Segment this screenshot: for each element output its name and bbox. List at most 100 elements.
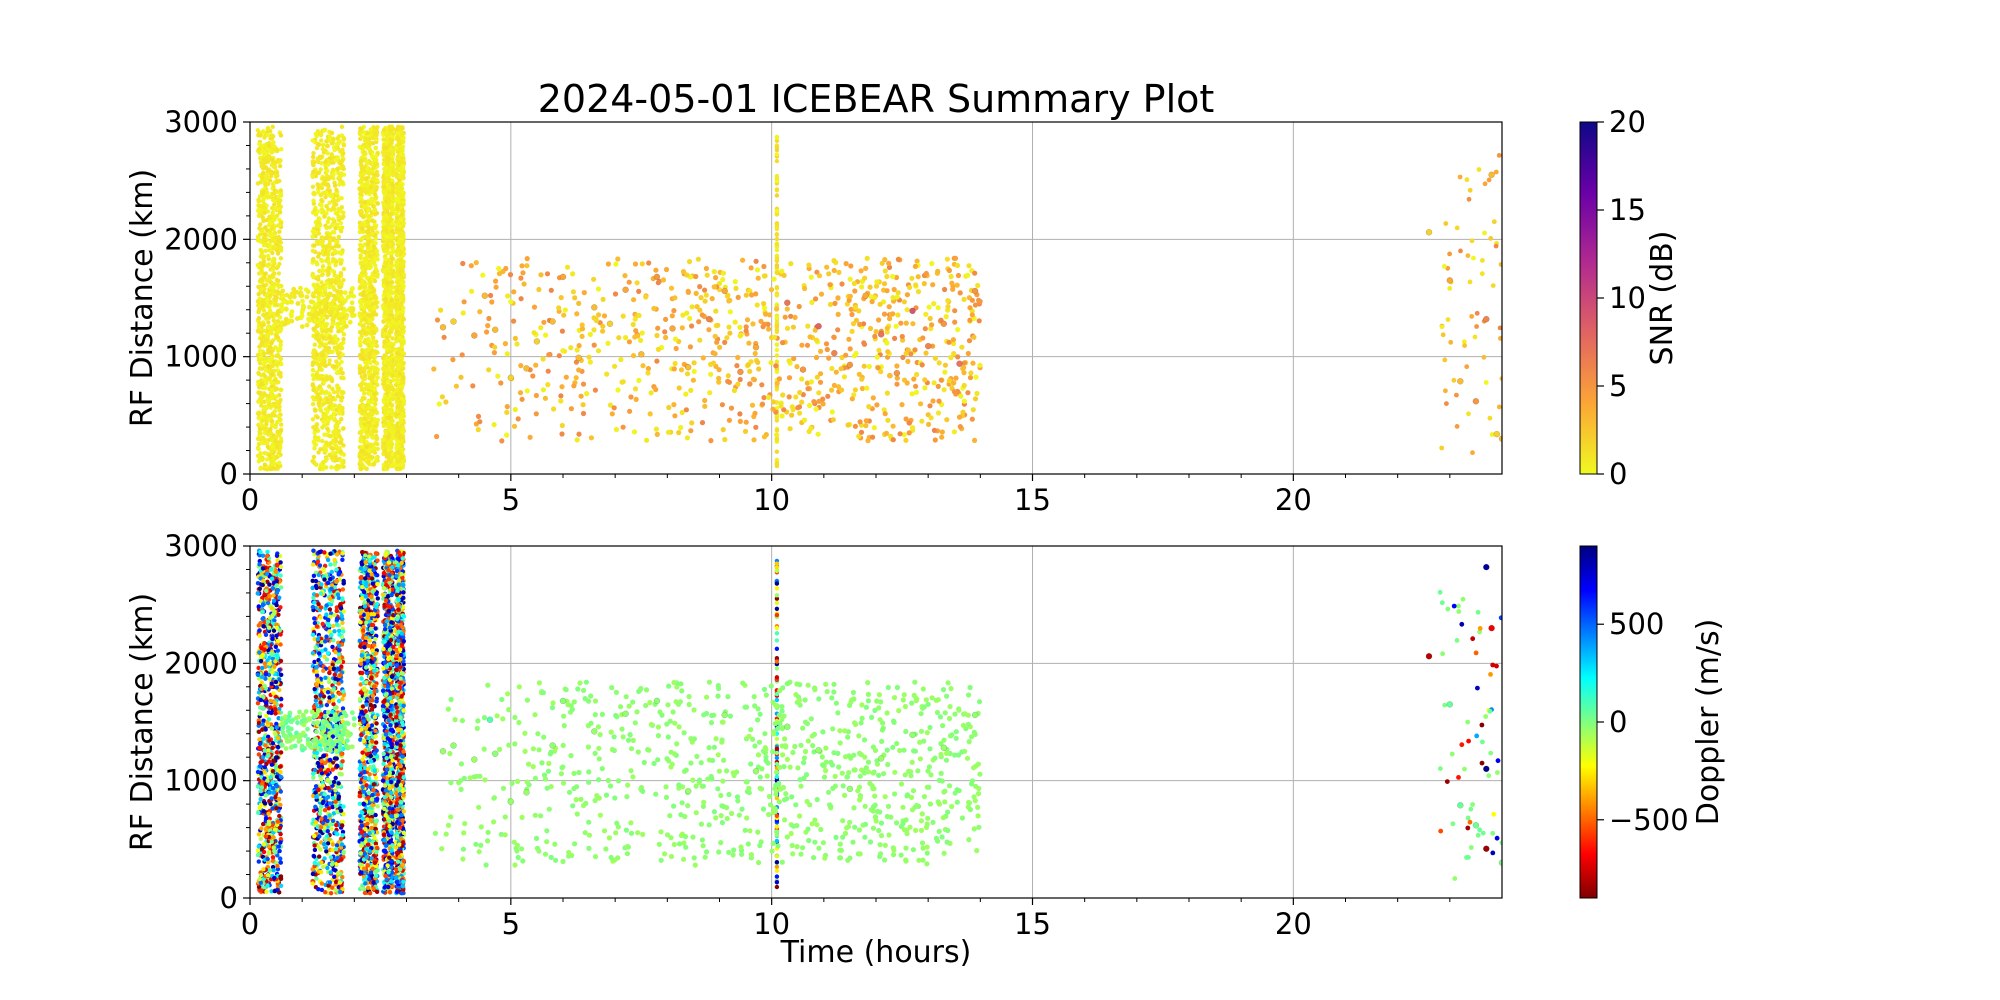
- snr-band-point: [399, 323, 405, 329]
- snr-band-point: [364, 440, 369, 445]
- snr-band-point: [360, 282, 365, 287]
- snr-band-point: [311, 169, 316, 174]
- snr-band-point: [327, 384, 332, 389]
- snr-cluster-point: [304, 322, 310, 328]
- snr-band-point: [320, 357, 326, 363]
- snr-band-point: [382, 191, 387, 196]
- snr-scatter-point: [953, 375, 959, 381]
- snr-band-point: [260, 457, 265, 462]
- snr-band-point: [265, 440, 270, 446]
- snr-band-point: [331, 236, 336, 241]
- snr-cluster-point: [318, 316, 324, 322]
- snr-scatter-point: [518, 296, 524, 302]
- snr-band-point: [275, 251, 281, 256]
- snr-band-point: [395, 190, 400, 196]
- snr-band-point: [318, 167, 323, 172]
- snr-band-point: [270, 387, 275, 393]
- snr-band-point: [386, 451, 392, 457]
- snr-band-point: [394, 388, 399, 393]
- snr-band-point: [324, 410, 330, 415]
- snr-cluster-point: [329, 309, 334, 315]
- snr-band-point: [267, 194, 273, 199]
- snr-band-point: [365, 242, 371, 247]
- snr-scatter-point: [436, 401, 442, 407]
- snr-band-point: [261, 322, 266, 327]
- snr-cluster-point: [333, 296, 338, 301]
- snr-scatter-point: [818, 291, 825, 297]
- snr-band-point: [384, 373, 389, 378]
- snr-band-point: [270, 392, 275, 398]
- snr-band-point: [269, 150, 274, 155]
- snr-band-point: [373, 241, 378, 246]
- snr-band-point: [337, 420, 342, 425]
- snr-band-point: [263, 248, 268, 253]
- snr-band-point: [374, 455, 379, 460]
- snr-band-point: [260, 394, 265, 399]
- snr-band-point: [329, 465, 334, 470]
- snr-band-point: [314, 145, 320, 151]
- snr-band-point: [260, 415, 265, 420]
- snr-band-point: [332, 183, 338, 188]
- snr-band-point: [399, 454, 404, 459]
- snr-band-point: [311, 439, 316, 444]
- snr-band-point: [320, 425, 325, 430]
- snr-band-point: [315, 376, 320, 381]
- snr-band-point: [330, 396, 335, 401]
- snr-scatter-point: [504, 409, 510, 415]
- snr-cluster-point: [349, 286, 355, 292]
- snr-band-point: [278, 315, 283, 320]
- snr-scatter-point: [824, 264, 830, 270]
- snr-band-point: [310, 360, 316, 365]
- snr-band-point: [357, 336, 363, 341]
- snr-band-point: [331, 430, 336, 435]
- snr-band-point: [319, 207, 324, 212]
- snr-scatter-point: [893, 323, 899, 329]
- snr-band-point: [318, 397, 323, 403]
- snr-band-point: [275, 419, 280, 425]
- snr-band-point: [394, 212, 399, 217]
- snr-band-point: [400, 132, 405, 138]
- snr-band-point: [398, 286, 404, 291]
- snr-band-point: [388, 250, 393, 256]
- snr-band-point: [311, 162, 316, 168]
- snr-band-point: [270, 422, 275, 427]
- snr-scatter-point: [829, 365, 835, 372]
- snr-band-point: [374, 130, 379, 136]
- snr-band-point: [361, 356, 366, 362]
- snr-band-point: [262, 145, 267, 151]
- snr-scatter-point: [914, 258, 920, 264]
- snr-band-point: [389, 306, 394, 312]
- snr-column-point: [774, 236, 780, 242]
- snr-band-point: [370, 399, 375, 404]
- snr-band-point: [359, 237, 364, 242]
- snr-band-point: [381, 202, 387, 207]
- snr-band-point: [264, 457, 270, 462]
- snr-scatter-point: [579, 333, 585, 339]
- snr-band-point: [313, 436, 319, 441]
- snr-scatter-point: [796, 303, 802, 310]
- snr-band-point: [270, 250, 275, 256]
- snr-band-point: [322, 127, 327, 133]
- snr-band-point: [340, 406, 345, 411]
- snr-scatter-point: [545, 368, 551, 374]
- snr-scatter-point: [794, 364, 800, 370]
- snr-column-point: [774, 193, 780, 198]
- snr-band-point: [371, 420, 376, 426]
- snr-band-point: [370, 285, 375, 290]
- snr-band-point: [374, 153, 379, 159]
- snr-band-point: [399, 244, 405, 250]
- snr-band-point: [264, 311, 270, 316]
- snr-band-point: [398, 387, 403, 393]
- snr-band-point: [270, 210, 275, 215]
- snr-band-point: [266, 253, 271, 259]
- snr-band-point: [320, 466, 326, 472]
- snr-scatter-point: [631, 297, 637, 303]
- snr-band-point: [256, 292, 261, 297]
- snr-scatter-point: [913, 383, 919, 389]
- snr-band-point: [258, 466, 264, 471]
- snr-band-point: [278, 256, 284, 261]
- snr-scatter-point: [684, 435, 691, 441]
- snr-band-point: [311, 191, 316, 196]
- snr-scatter-point: [683, 391, 689, 397]
